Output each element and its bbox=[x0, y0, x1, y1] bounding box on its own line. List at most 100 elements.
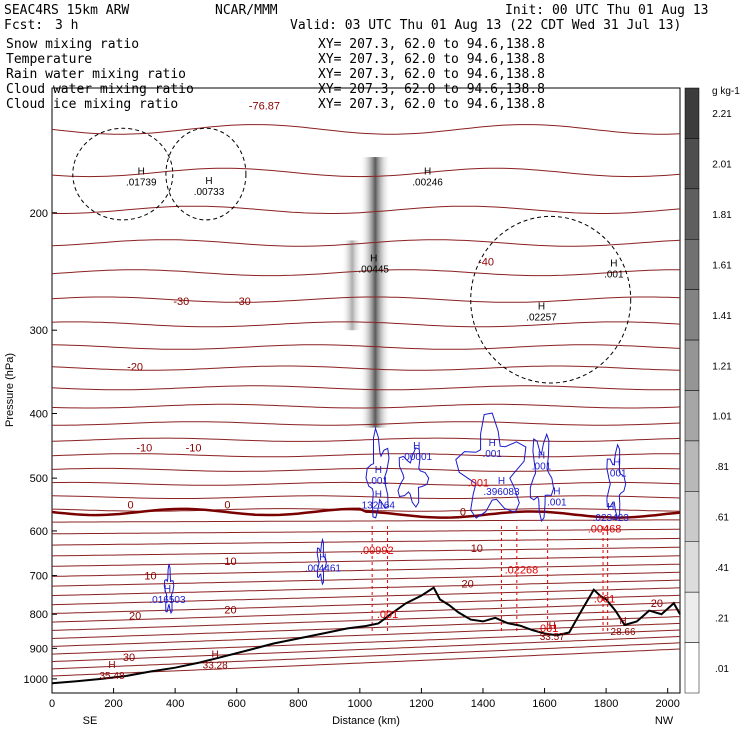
temperature-label: 20 bbox=[461, 579, 473, 591]
x-tick-label: 1800 bbox=[594, 698, 618, 710]
cloud-ice-shading bbox=[341, 240, 363, 331]
temperature-label: -10 bbox=[136, 442, 152, 454]
snow-max-label-h-marker: H bbox=[424, 166, 431, 177]
colorbar-label: 1.41 bbox=[712, 311, 732, 322]
temperature-max-label-h-marker: H bbox=[108, 660, 115, 671]
colorbar: 2.21 2.01 1.81 1.61 1.41 1.21 1.01 .81 .61 .41 .21… bbox=[684, 87, 732, 694]
isotherm-line bbox=[51, 344, 681, 350]
isotherm-line bbox=[51, 579, 681, 597]
y-tick-label: 700 bbox=[30, 571, 48, 583]
isotherm-line bbox=[51, 563, 681, 577]
snow-max-label: .00246 bbox=[412, 177, 443, 188]
y-tick-label: 400 bbox=[30, 409, 48, 421]
colorbar-swatch bbox=[684, 541, 700, 593]
rain-max-label: .00468 bbox=[588, 523, 622, 535]
x-tick-label: 2000 bbox=[655, 698, 679, 710]
colorbar-label: .61 bbox=[715, 513, 729, 524]
freezing-level-line bbox=[51, 507, 681, 519]
legend-entry-xy: XY= 207.3, 62.0 to 94.6,138.8 bbox=[318, 52, 545, 67]
isotherm-line bbox=[51, 365, 681, 371]
isotherm-line bbox=[51, 609, 681, 631]
isotherm-line bbox=[51, 124, 681, 135]
colorbar-unit: g kg-1 bbox=[712, 86, 740, 97]
isotherm-line bbox=[51, 648, 681, 677]
snow-contour bbox=[165, 127, 247, 221]
colorbar-swatch bbox=[684, 188, 700, 240]
cloud-water-max-label-h-marker: H bbox=[553, 487, 560, 498]
isotherm-line bbox=[51, 629, 681, 655]
cloud-water-max-label: .001 bbox=[532, 461, 552, 472]
snow-max-label: .01739 bbox=[126, 177, 157, 188]
y-tick-label: 1000 bbox=[24, 674, 48, 686]
isotherm-line bbox=[51, 571, 681, 587]
colorbar-label: .01 bbox=[715, 664, 729, 675]
cloud-water-max-label: .004461 bbox=[305, 563, 342, 574]
colorbar-label: 2.21 bbox=[712, 109, 732, 120]
colorbar-swatch bbox=[684, 440, 700, 492]
snow-max-label-h-marker: H bbox=[370, 254, 377, 265]
cloud-water-max-label-h-marker: H bbox=[413, 441, 420, 452]
colorbar-swatch bbox=[684, 87, 700, 139]
colorbar-swatch bbox=[684, 390, 700, 442]
isotherm-line bbox=[51, 546, 681, 557]
temperature-max-label: 33.57 bbox=[540, 632, 565, 643]
isotherm-line bbox=[51, 636, 681, 663]
isotherm-line bbox=[51, 642, 681, 670]
temperature-label: 0 bbox=[127, 499, 133, 511]
cloud-water-contour bbox=[365, 426, 390, 519]
cloud-water-max-label: 132164 bbox=[362, 500, 396, 511]
temperature-label: 10 bbox=[144, 571, 156, 583]
isotherm-line bbox=[51, 269, 680, 277]
init-time: Init: 00 UTC Thu 01 Aug 13 bbox=[505, 3, 709, 18]
rain-max-label: .00992 bbox=[360, 545, 394, 557]
colorbar-label: .81 bbox=[715, 462, 729, 473]
temperature-label: 10 bbox=[224, 556, 236, 568]
isotherm-line bbox=[51, 437, 681, 442]
snow-contour bbox=[72, 127, 174, 221]
temperature-label: 20 bbox=[651, 598, 663, 610]
snow-max-label-h-marker: H bbox=[205, 176, 212, 187]
snow-max-label: .00445 bbox=[358, 265, 389, 276]
temperature-label: 30 bbox=[123, 652, 135, 664]
legend-entry-name: Rain water mixing ratio bbox=[6, 67, 186, 82]
legend-entry-name: Cloud water mixing ratio bbox=[6, 82, 194, 97]
x-tick-label: 800 bbox=[289, 698, 307, 710]
temperature-label: -40 bbox=[478, 257, 494, 269]
field-legend: Snow mixing ratio XY= 207.3, 62.0 to 94.6… bbox=[6, 37, 545, 112]
y-axis-title: Pressure (hPa) bbox=[4, 353, 16, 427]
isotherm-line bbox=[51, 467, 681, 472]
snow-contour bbox=[470, 215, 632, 384]
isotherm-line bbox=[51, 537, 681, 546]
x-tick-label: 1200 bbox=[409, 698, 433, 710]
colorbar-swatch bbox=[684, 591, 700, 643]
snow-max-label-h-marker: H bbox=[538, 301, 545, 312]
temperature-max-label: 33.28 bbox=[203, 661, 228, 672]
cloud-water-contour bbox=[316, 537, 327, 586]
cloud-ice-shading bbox=[359, 157, 391, 428]
cloud-water-contour bbox=[455, 412, 527, 519]
colorbar-label: 1.21 bbox=[712, 361, 732, 372]
x-tick-label: 1400 bbox=[471, 698, 495, 710]
legend-entry-xy: XY= 207.3, 62.0 to 94.6,138.8 bbox=[318, 37, 545, 52]
x-end-label-left: SE bbox=[83, 715, 98, 727]
model-title: SEAC4RS 15km ARW bbox=[4, 3, 129, 18]
temperature-max-label: 28.66 bbox=[611, 627, 636, 638]
forecast-label: Fcst: bbox=[4, 18, 43, 33]
temperature-max-label-h-marker: H bbox=[619, 616, 626, 627]
cloud-water-max-label-h-marker: H bbox=[375, 465, 382, 476]
cloud-water-contour bbox=[397, 447, 430, 508]
legend-entry-name: Temperature bbox=[6, 52, 92, 67]
forecast-hour: 3 h bbox=[55, 18, 78, 33]
plot-frame bbox=[51, 87, 681, 694]
cloud-water-contour bbox=[529, 432, 555, 523]
isotherm-line bbox=[52, 421, 681, 426]
rain-max-label: .001 bbox=[468, 478, 489, 490]
temperature-label: -30 bbox=[173, 296, 189, 308]
colorbar-label: 2.01 bbox=[712, 160, 732, 171]
cloud-water-max-label: .016503 bbox=[149, 595, 186, 606]
colorbar-swatch bbox=[684, 289, 700, 341]
isotherm-line bbox=[51, 481, 681, 486]
temperature-label: 20 bbox=[129, 610, 141, 622]
isotherm-line bbox=[51, 321, 681, 328]
